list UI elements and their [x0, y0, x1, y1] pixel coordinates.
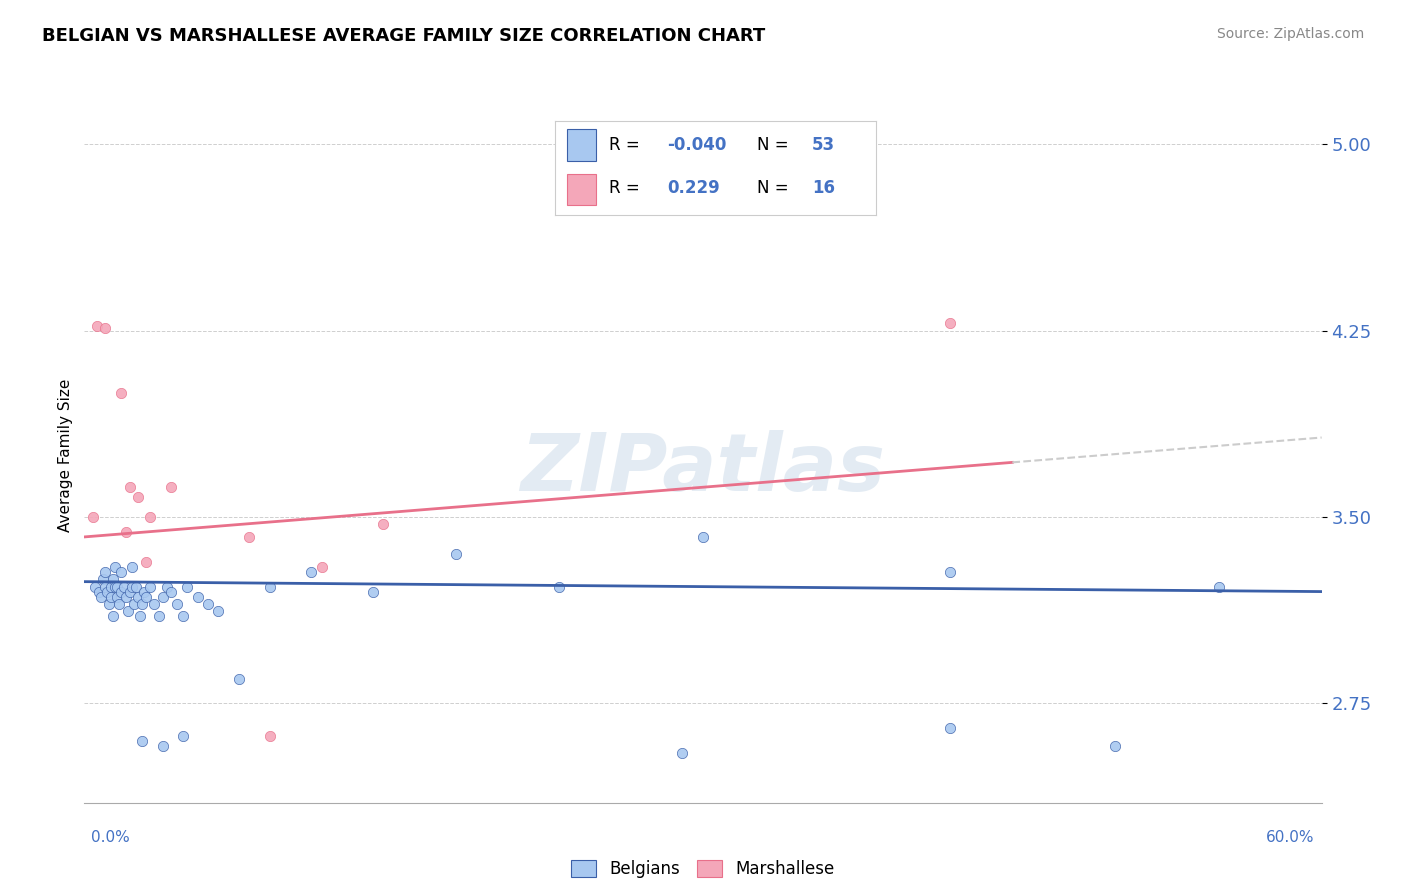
Point	[939, 316, 962, 330]
Point	[110, 584, 132, 599]
Point	[121, 580, 143, 594]
Point	[152, 590, 174, 604]
Point	[197, 597, 219, 611]
Point	[104, 559, 127, 574]
Point	[373, 517, 395, 532]
Point	[90, 590, 112, 604]
Point	[228, 672, 250, 686]
Point	[98, 597, 121, 611]
Point	[139, 580, 162, 594]
Point	[131, 733, 153, 747]
Point	[110, 385, 132, 400]
Point	[1208, 580, 1230, 594]
Point	[105, 590, 128, 604]
Point	[125, 580, 148, 594]
Point	[129, 609, 152, 624]
Point	[692, 530, 714, 544]
Point	[100, 580, 122, 594]
Point	[118, 480, 141, 494]
Point	[103, 572, 125, 586]
Point	[134, 584, 156, 599]
Point	[311, 559, 333, 574]
Point	[118, 584, 141, 599]
Y-axis label: Average Family Size: Average Family Size	[58, 378, 73, 532]
Point	[238, 530, 260, 544]
Point	[152, 739, 174, 753]
Point	[172, 609, 194, 624]
Point	[94, 565, 117, 579]
Point	[939, 565, 962, 579]
Point	[259, 729, 281, 743]
Point	[444, 547, 467, 561]
Point	[139, 510, 162, 524]
Point	[299, 565, 322, 579]
Text: 0.0%: 0.0%	[91, 830, 131, 845]
Text: 60.0%: 60.0%	[1267, 830, 1315, 845]
Point	[259, 580, 281, 594]
Point	[156, 580, 179, 594]
Point	[104, 580, 127, 594]
Point	[83, 580, 105, 594]
Point	[176, 580, 198, 594]
Text: ZIPatlas: ZIPatlas	[520, 430, 886, 508]
Point	[114, 524, 136, 539]
Point	[671, 746, 693, 760]
Point	[94, 580, 117, 594]
Point	[91, 572, 114, 586]
Point	[148, 609, 170, 624]
Point	[160, 480, 183, 494]
Point	[135, 590, 157, 604]
Point	[127, 590, 149, 604]
Point	[117, 605, 139, 619]
Point	[187, 590, 209, 604]
Point	[112, 580, 135, 594]
Point	[114, 590, 136, 604]
Point	[127, 490, 149, 504]
Point	[207, 605, 229, 619]
Point	[103, 609, 125, 624]
Point	[1104, 739, 1126, 753]
Legend: Belgians, Marshallese: Belgians, Marshallese	[565, 854, 841, 885]
Point	[172, 729, 194, 743]
Point	[939, 721, 962, 735]
Point	[131, 597, 153, 611]
Point	[121, 559, 143, 574]
Point	[86, 318, 108, 333]
Text: Source: ZipAtlas.com: Source: ZipAtlas.com	[1216, 27, 1364, 41]
Text: BELGIAN VS MARSHALLESE AVERAGE FAMILY SIZE CORRELATION CHART: BELGIAN VS MARSHALLESE AVERAGE FAMILY SI…	[42, 27, 765, 45]
Point	[166, 597, 188, 611]
Point	[110, 565, 132, 579]
Point	[547, 580, 569, 594]
Point	[100, 590, 122, 604]
Point	[143, 597, 166, 611]
Point	[94, 321, 117, 335]
Point	[87, 584, 110, 599]
Point	[122, 597, 145, 611]
Point	[361, 584, 384, 599]
Point	[108, 597, 131, 611]
Point	[82, 510, 104, 524]
Point	[105, 580, 128, 594]
Point	[160, 584, 183, 599]
Point	[96, 584, 118, 599]
Point	[135, 555, 157, 569]
